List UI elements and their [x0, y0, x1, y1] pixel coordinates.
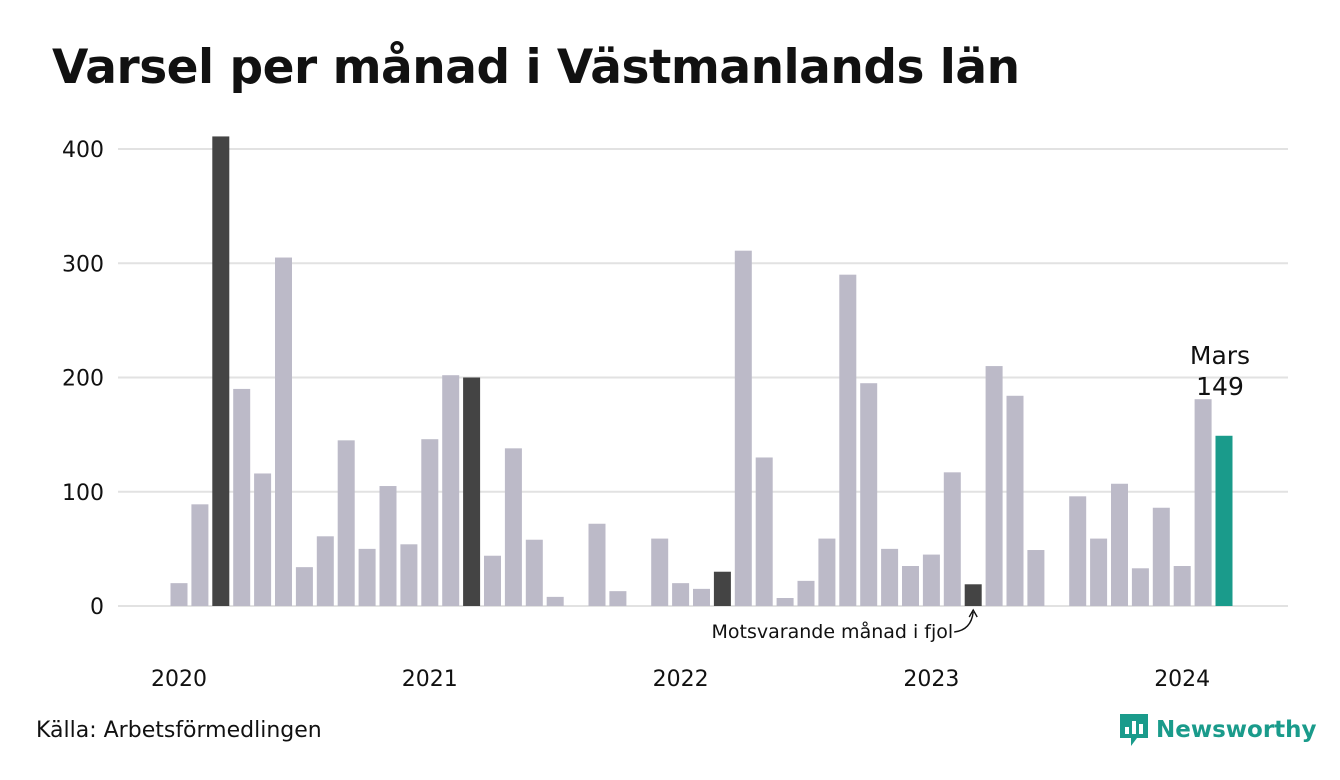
- comparison-note: Motsvarande månad i fjol: [712, 620, 954, 643]
- bar: [1006, 395, 1024, 606]
- highlight-value-label: 149: [1196, 372, 1244, 401]
- bars: [170, 136, 1233, 606]
- bar: [525, 539, 543, 606]
- bar-comparison: [212, 136, 230, 606]
- bar: [755, 457, 773, 606]
- bar-comparison: [964, 584, 982, 606]
- bar: [442, 375, 460, 606]
- bar: [818, 538, 836, 606]
- bar: [170, 583, 188, 606]
- bar: [734, 250, 752, 606]
- bar: [985, 366, 1003, 606]
- x-axis-year-labels: 2020 2021 2022 2023 2024: [151, 667, 1210, 692]
- bar: [546, 596, 564, 606]
- newsworthy-logo-icon: [1120, 714, 1148, 746]
- bar: [797, 580, 815, 606]
- y-tick-label: 100: [62, 481, 104, 506]
- bar: [1194, 399, 1212, 606]
- x-year-label: 2022: [653, 667, 709, 692]
- bar: [693, 588, 710, 606]
- bar: [191, 504, 209, 606]
- y-tick-label: 400: [62, 138, 104, 163]
- bar: [1173, 566, 1191, 606]
- brand-logo: Newsworthy: [1118, 712, 1317, 748]
- comparison-arrowhead: [968, 608, 978, 618]
- bar: [651, 538, 669, 606]
- bar: [358, 548, 376, 606]
- bar: [672, 583, 690, 606]
- bar: [776, 598, 794, 606]
- bar: [295, 567, 313, 606]
- bar: [922, 554, 940, 606]
- bar: [943, 472, 961, 606]
- bar: [1027, 550, 1045, 606]
- y-axis-ticks: 0 100 200 300 400: [62, 138, 104, 620]
- bar: [588, 523, 606, 606]
- bar: [254, 473, 272, 606]
- comparison-arrow: [954, 611, 974, 633]
- x-year-label: 2023: [903, 667, 959, 692]
- bar: [839, 274, 857, 606]
- bar: [1090, 538, 1108, 606]
- bar-comparison: [713, 571, 731, 606]
- bar: [860, 383, 878, 606]
- x-year-label: 2024: [1154, 667, 1210, 692]
- bar-highlight: [1215, 435, 1233, 606]
- chart-title: Varsel per månad i Västmanlands län: [52, 40, 1020, 95]
- bar: [1131, 568, 1149, 606]
- brand-name: Newsworthy: [1156, 717, 1317, 743]
- y-tick-label: 300: [62, 252, 104, 277]
- bar: [1069, 496, 1087, 606]
- bar: [275, 257, 292, 606]
- x-year-label: 2020: [151, 667, 207, 692]
- bar: [881, 548, 899, 606]
- y-tick-label: 0: [90, 595, 104, 620]
- highlight-month-label: Mars: [1190, 341, 1250, 370]
- bar-chart: 0 100 200 300 400 2020 2021 2022 2023 2024 Mars1…: [62, 136, 1288, 692]
- bar: [484, 555, 501, 606]
- bar-comparison: [463, 377, 481, 606]
- bar: [400, 544, 418, 606]
- bar: [337, 440, 355, 606]
- bar: [504, 448, 522, 606]
- x-year-label: 2021: [402, 667, 458, 692]
- source-label: Källa: Arbetsförmedlingen: [36, 718, 322, 743]
- bar: [1111, 483, 1128, 606]
- y-tick-label: 200: [62, 367, 104, 392]
- bar: [379, 486, 397, 606]
- bar: [609, 591, 627, 606]
- bar: [421, 439, 439, 606]
- bar: [233, 388, 251, 606]
- bar: [1152, 507, 1170, 606]
- bar: [902, 566, 919, 606]
- bar: [316, 536, 334, 606]
